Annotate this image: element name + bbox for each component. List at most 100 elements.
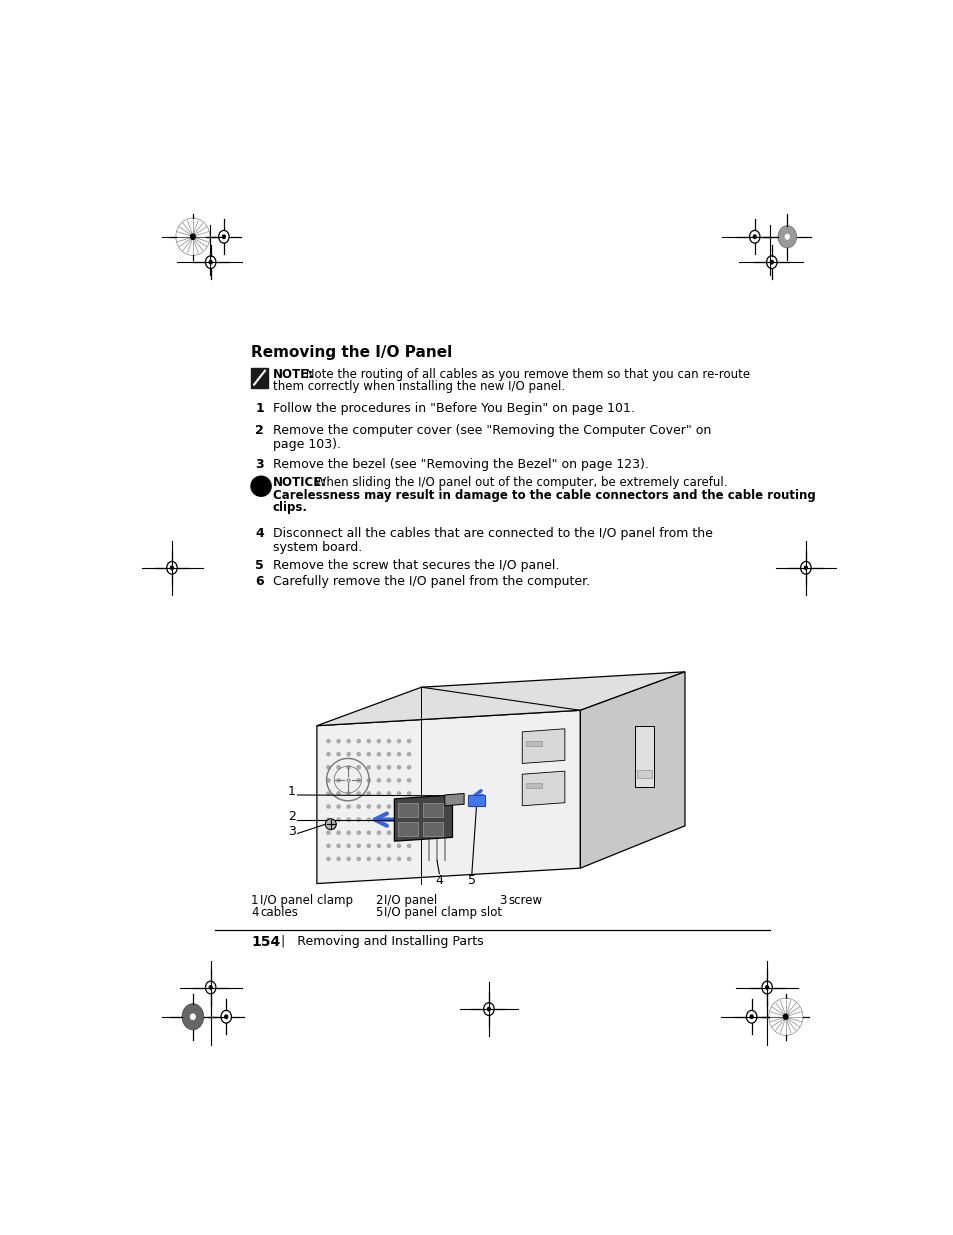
FancyBboxPatch shape — [525, 783, 541, 788]
Ellipse shape — [346, 830, 351, 835]
Text: 2: 2 — [288, 810, 295, 823]
Ellipse shape — [346, 752, 351, 757]
Ellipse shape — [326, 792, 331, 795]
Text: I/O panel clamp slot: I/O panel clamp slot — [384, 906, 502, 919]
Ellipse shape — [366, 818, 371, 823]
Text: 1: 1 — [251, 894, 258, 906]
Text: 6: 6 — [255, 574, 264, 588]
Polygon shape — [521, 771, 564, 805]
Ellipse shape — [191, 1014, 195, 1019]
Ellipse shape — [356, 804, 360, 809]
Ellipse shape — [346, 764, 351, 769]
Ellipse shape — [222, 235, 225, 238]
Text: Carefully remove the I/O panel from the computer.: Carefully remove the I/O panel from the … — [273, 574, 589, 588]
Ellipse shape — [376, 739, 381, 743]
Ellipse shape — [326, 818, 331, 823]
Ellipse shape — [326, 778, 331, 783]
Polygon shape — [316, 710, 579, 883]
Ellipse shape — [396, 844, 401, 848]
Ellipse shape — [376, 764, 381, 769]
Ellipse shape — [326, 739, 331, 743]
Text: page 103).: page 103). — [273, 437, 340, 451]
Ellipse shape — [326, 844, 331, 848]
Ellipse shape — [376, 844, 381, 848]
Ellipse shape — [396, 739, 401, 743]
Ellipse shape — [225, 1015, 228, 1019]
Ellipse shape — [346, 804, 351, 809]
Ellipse shape — [386, 804, 391, 809]
Text: Disconnect all the cables that are connected to the I/O panel from the: Disconnect all the cables that are conne… — [273, 527, 712, 540]
Ellipse shape — [335, 844, 340, 848]
Ellipse shape — [406, 830, 411, 835]
Text: 3: 3 — [288, 825, 295, 839]
Ellipse shape — [487, 1008, 490, 1010]
Ellipse shape — [366, 739, 371, 743]
Ellipse shape — [366, 857, 371, 861]
Ellipse shape — [346, 739, 351, 743]
Ellipse shape — [346, 857, 351, 861]
Ellipse shape — [346, 844, 351, 848]
Ellipse shape — [396, 818, 401, 823]
Ellipse shape — [209, 261, 212, 264]
Ellipse shape — [325, 819, 335, 830]
Ellipse shape — [335, 764, 340, 769]
Text: 154: 154 — [251, 935, 280, 950]
Ellipse shape — [396, 752, 401, 757]
Polygon shape — [394, 795, 452, 841]
Ellipse shape — [356, 764, 360, 769]
Ellipse shape — [356, 792, 360, 795]
Ellipse shape — [335, 752, 340, 757]
Ellipse shape — [386, 857, 391, 861]
Ellipse shape — [356, 818, 360, 823]
FancyBboxPatch shape — [397, 823, 418, 836]
Text: 4: 4 — [255, 527, 264, 540]
Ellipse shape — [335, 804, 340, 809]
Ellipse shape — [366, 844, 371, 848]
Text: When sliding the I/O panel out of the computer, be extremely careful.: When sliding the I/O panel out of the co… — [311, 477, 727, 489]
Ellipse shape — [406, 857, 411, 861]
Ellipse shape — [386, 830, 391, 835]
Ellipse shape — [386, 739, 391, 743]
Ellipse shape — [335, 739, 340, 743]
Polygon shape — [444, 793, 464, 805]
Text: 5: 5 — [467, 873, 476, 887]
Text: 3: 3 — [255, 458, 264, 471]
Text: system board.: system board. — [273, 541, 361, 555]
Text: Note the routing of all cables as you remove them so that you can re-route: Note the routing of all cables as you re… — [302, 368, 749, 380]
Text: NOTE:: NOTE: — [273, 368, 314, 380]
Text: cables: cables — [260, 906, 298, 919]
Text: NOTICE:: NOTICE: — [273, 477, 327, 489]
Ellipse shape — [366, 830, 371, 835]
Ellipse shape — [406, 778, 411, 783]
Ellipse shape — [209, 986, 212, 989]
FancyBboxPatch shape — [525, 741, 541, 746]
Ellipse shape — [386, 752, 391, 757]
Ellipse shape — [182, 1004, 204, 1030]
Ellipse shape — [326, 830, 331, 835]
Text: screw: screw — [508, 894, 542, 906]
Ellipse shape — [406, 804, 411, 809]
Ellipse shape — [335, 778, 340, 783]
Ellipse shape — [326, 752, 331, 757]
Ellipse shape — [406, 792, 411, 795]
Text: clips.: clips. — [273, 501, 308, 514]
Text: Removing the I/O Panel: Removing the I/O Panel — [251, 345, 452, 359]
Ellipse shape — [396, 830, 401, 835]
Ellipse shape — [356, 739, 360, 743]
Ellipse shape — [356, 830, 360, 835]
Ellipse shape — [335, 792, 340, 795]
Ellipse shape — [356, 857, 360, 861]
Ellipse shape — [803, 566, 806, 569]
Ellipse shape — [376, 830, 381, 835]
Ellipse shape — [396, 857, 401, 861]
Ellipse shape — [335, 857, 340, 861]
Text: them correctly when installing the new I/O panel.: them correctly when installing the new I… — [273, 380, 564, 393]
FancyBboxPatch shape — [468, 795, 484, 805]
Ellipse shape — [386, 778, 391, 783]
Text: 5: 5 — [255, 559, 264, 572]
Ellipse shape — [386, 844, 391, 848]
Ellipse shape — [376, 804, 381, 809]
Ellipse shape — [386, 818, 391, 823]
Ellipse shape — [366, 764, 371, 769]
Ellipse shape — [191, 235, 195, 240]
